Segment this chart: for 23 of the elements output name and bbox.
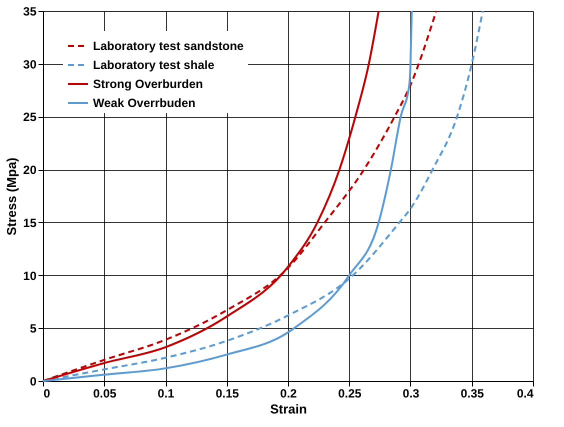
y-tick-label: 15 — [23, 216, 37, 230]
x-tick-label: 0.25 — [338, 386, 362, 400]
x-tick-label: 0.05 — [93, 386, 117, 400]
x-tick-label: 0.2 — [280, 386, 298, 400]
x-tick-label: 0.4 — [516, 386, 534, 400]
y-tick-label: 0 — [30, 374, 37, 388]
legend-label: Laboratory test shale — [93, 58, 215, 72]
y-tick-label: 35 — [23, 4, 37, 18]
x-tick-label: 0 — [44, 386, 50, 400]
x-axis-title: Strain — [270, 402, 307, 416]
y-axis-title: Stress (Mpa) — [4, 157, 20, 236]
x-tick-label: 0.15 — [216, 386, 240, 400]
x-tick-label: 0.1 — [158, 386, 175, 400]
legend-label: Strong Overburden — [93, 77, 204, 91]
x-tick-label: 0.3 — [402, 386, 420, 400]
x-tick-label: 0.35 — [460, 386, 484, 400]
y-tick-label: 10 — [23, 268, 37, 283]
legend-label: Laboratory test sandstone — [93, 39, 244, 53]
y-tick-label: 30 — [23, 57, 37, 72]
y-tick-label: 20 — [23, 163, 37, 178]
y-tick-label: 25 — [23, 110, 37, 124]
y-tick-label: 5 — [30, 322, 37, 336]
legend-label: Weak Overrbuden — [93, 96, 196, 110]
